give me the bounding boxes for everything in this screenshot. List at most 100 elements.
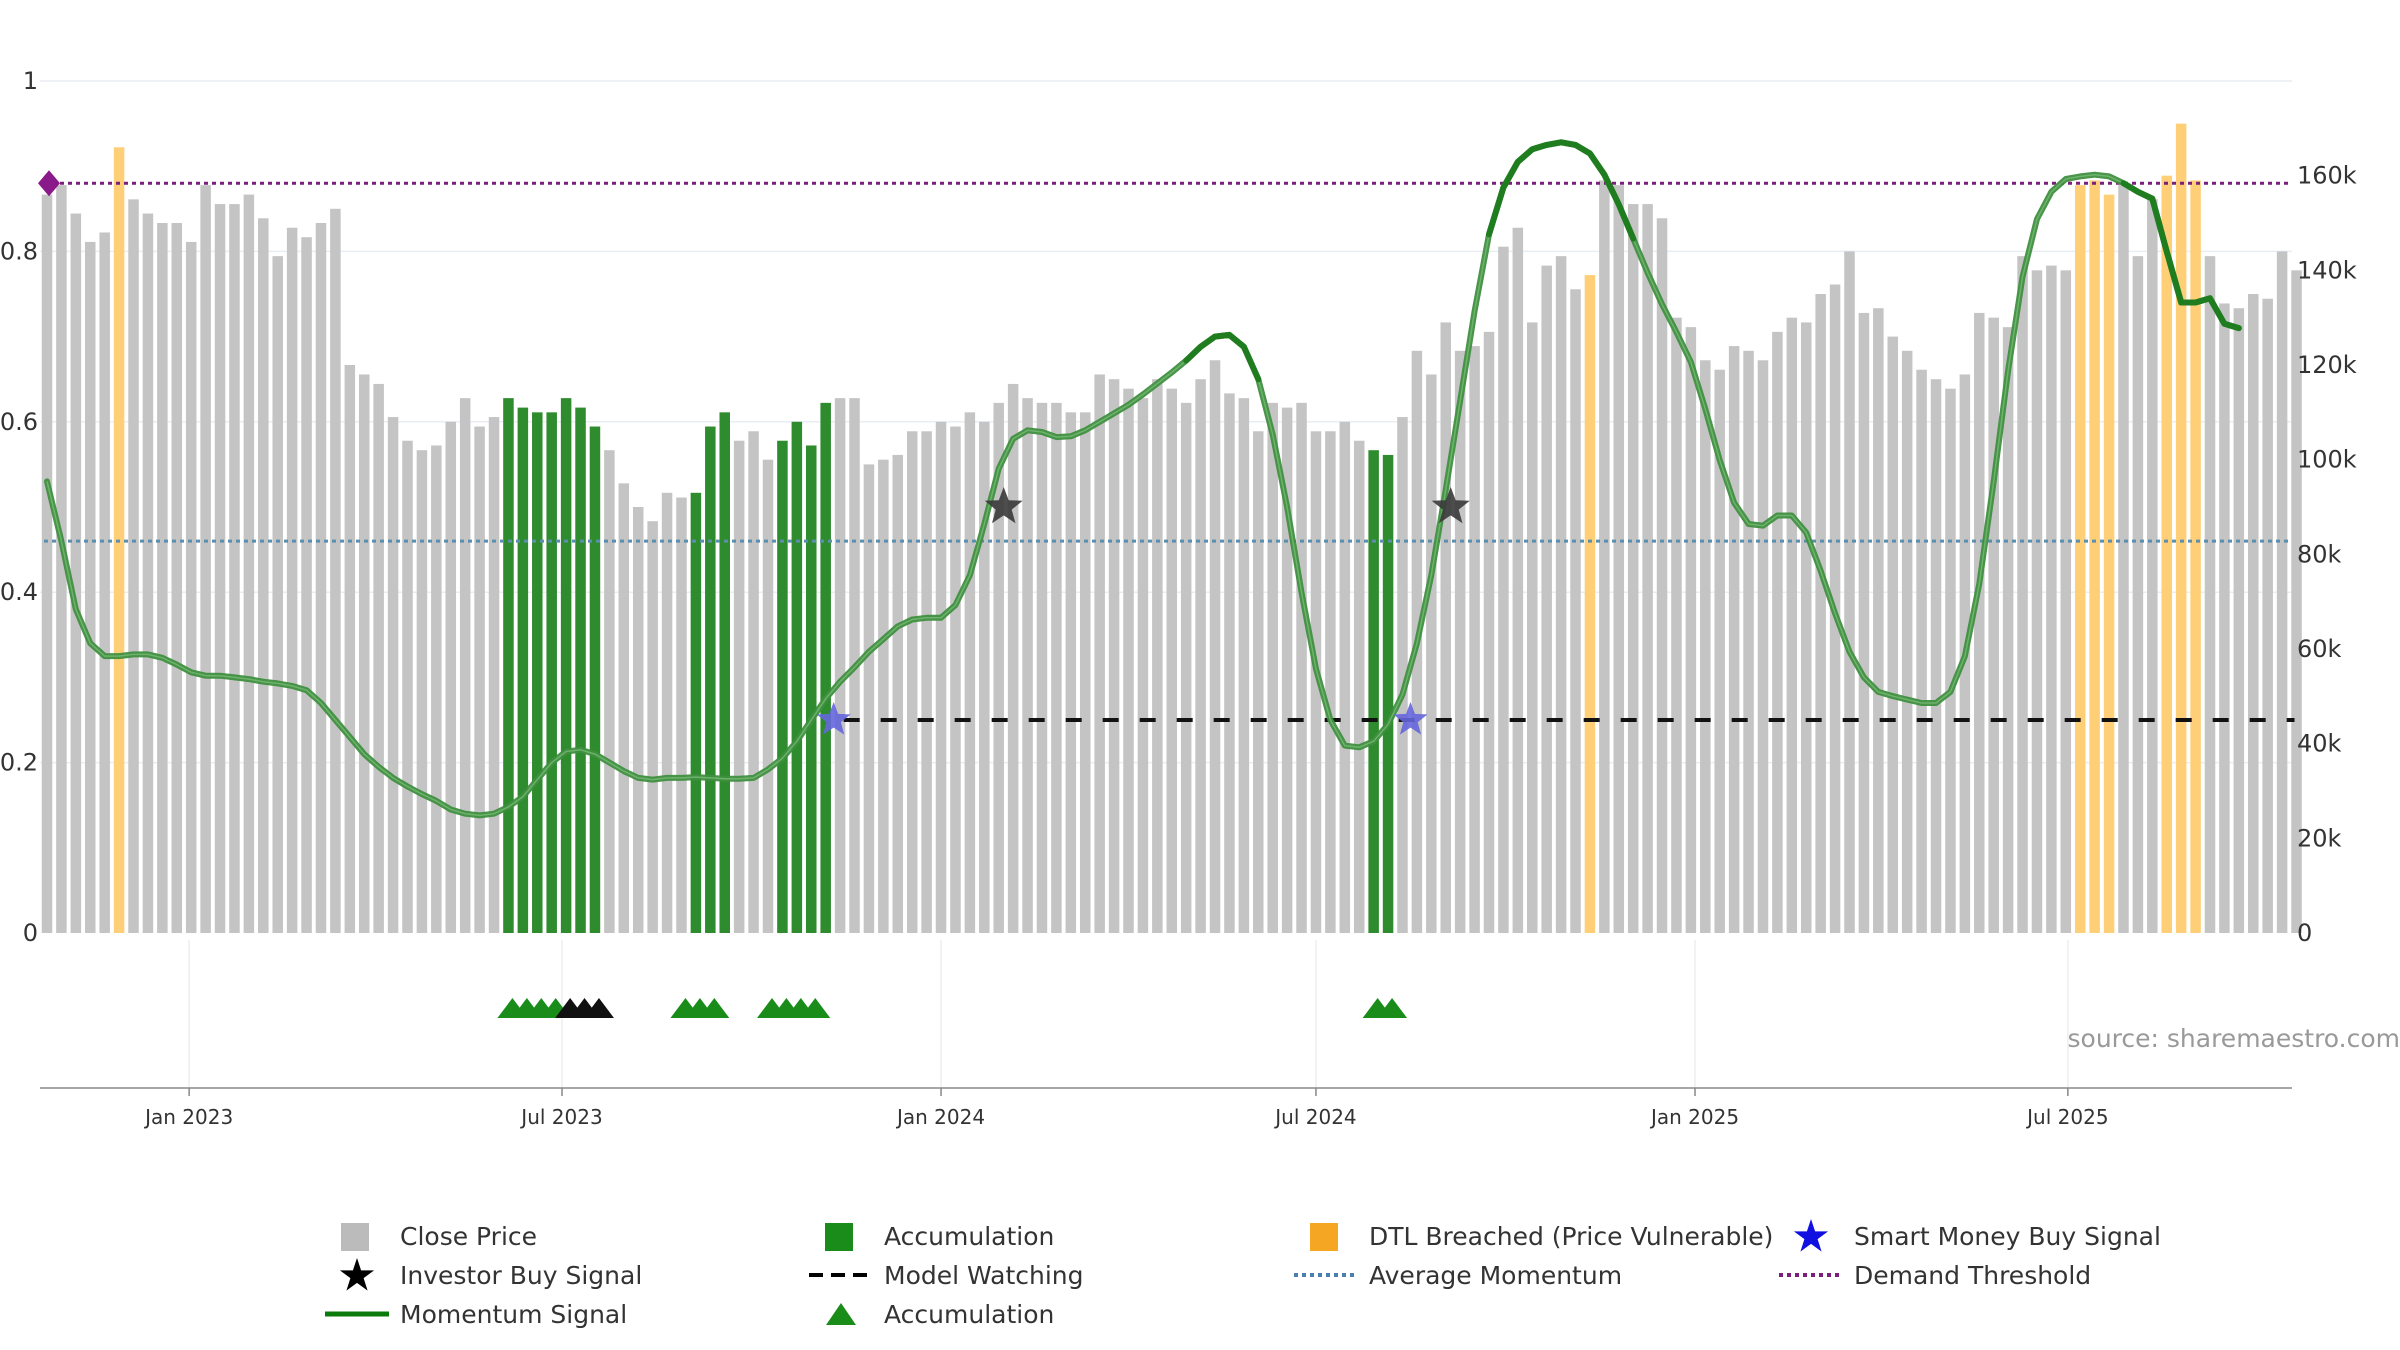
accumulation-bar (532, 412, 543, 933)
close-price-bar (1541, 265, 1552, 934)
close-price-bar (935, 421, 947, 933)
y-right-tick-label: 140k (2297, 256, 2357, 284)
accumulation-bar (503, 398, 514, 934)
close-price-bar (1397, 417, 1408, 934)
close-price-bar (2060, 270, 2072, 933)
close-price-bar (1873, 308, 1884, 933)
close-price-bar (416, 450, 428, 933)
accumulation-bar (589, 426, 601, 933)
close-price-bar (1209, 360, 1221, 933)
dtl-breached-bar (2190, 180, 2201, 933)
close-price-bar (1570, 289, 1581, 933)
accumulation-bar (791, 421, 803, 933)
close-price-bar (1267, 402, 1278, 933)
close-price-bar (2147, 199, 2158, 934)
close-price-bar (387, 417, 399, 934)
momentum-signal-highlight (46, 141, 2240, 817)
close-price-bar (474, 426, 485, 933)
accumulation-bar (690, 492, 702, 933)
close-price-bar (171, 223, 183, 933)
y-left-tick-label: 0.2 (0, 749, 38, 777)
close-price-bar (2031, 270, 2043, 933)
y-right-tick-label: 20k (2297, 824, 2342, 852)
accumulation-bar (719, 412, 730, 933)
close-price-bar (863, 464, 875, 933)
y-left-tick-label: 0.8 (0, 237, 38, 265)
close-price-bar (1498, 246, 1509, 933)
close-price-bar (1887, 336, 1899, 934)
close-price-bar (1007, 383, 1019, 933)
close-price-bar (1123, 388, 1134, 934)
close-price-bar (1656, 218, 1668, 933)
close-price-bar (459, 398, 471, 934)
close-price-bar (185, 241, 197, 933)
close-price-bar (1916, 369, 1927, 933)
close-price-bar (906, 431, 918, 933)
close-price-bar (315, 223, 327, 933)
close-price-bar (1613, 185, 1625, 934)
close-price-bar (748, 431, 759, 933)
accumulation-bar (777, 440, 788, 933)
close-price-bar (200, 185, 211, 934)
close-price-bar (85, 241, 96, 933)
close-price-bar (56, 185, 67, 934)
close-price-bar (258, 218, 269, 933)
close-price-bar (2046, 265, 2057, 934)
close-price-bar (1786, 317, 1798, 934)
close-price-bar (1858, 312, 1870, 933)
y-left-tick-label: 1 (23, 67, 38, 95)
close-price-bar (1108, 379, 1120, 933)
accumulation-bar (517, 407, 529, 934)
close-price-bar (2219, 303, 2230, 933)
close-price-bar (1426, 374, 1437, 933)
close-price-bar (1224, 393, 1235, 933)
close-price-bar (1599, 180, 1610, 933)
close-price-bar (1743, 350, 1754, 933)
close-price-bar (1281, 407, 1293, 934)
close-price-bar (373, 383, 384, 933)
close-price-bar (99, 232, 110, 933)
close-price-bar (964, 412, 976, 933)
close-price-bar (661, 492, 673, 933)
accumulation-bar (560, 398, 572, 934)
dtl-breached-bar (1584, 275, 1596, 934)
close-price-bar (2291, 270, 2302, 933)
close-price-bar (1728, 346, 1740, 934)
demand-threshold-marker (38, 170, 60, 197)
close-price-bar (2204, 256, 2216, 934)
close-price-bar (301, 237, 312, 933)
close-price-bar (618, 483, 630, 933)
close-price-bar (1527, 322, 1538, 933)
close-price-bar (1065, 412, 1077, 933)
close-price-bar (2002, 327, 2014, 934)
close-price-bar (1483, 331, 1495, 933)
close-price-bar (229, 204, 240, 934)
close-price-bar (2118, 185, 2129, 934)
close-price-bar (921, 431, 932, 933)
close-price-bar (1022, 398, 1033, 934)
y-right-tick-label: 40k (2297, 730, 2342, 758)
close-price-bar (1079, 412, 1091, 933)
close-price-bar (1974, 312, 1985, 933)
momentum-signal-strong-segment (1183, 331, 1262, 383)
x-tick-label: Jan 2024 (895, 1105, 985, 1129)
close-price-bar (1685, 327, 1697, 934)
close-price-bar (676, 497, 687, 933)
close-price-bar (1555, 256, 1567, 934)
x-tick-label: Jan 2023 (143, 1105, 233, 1129)
accumulation-bar (575, 407, 586, 934)
close-price-bar (1512, 227, 1524, 933)
close-price-bar (2132, 256, 2144, 934)
y-right-tick-label: 80k (2297, 540, 2342, 568)
close-price-bar (1800, 322, 1812, 933)
close-price-bar (993, 402, 1004, 933)
close-price-bar (1757, 360, 1769, 933)
close-price-bar (142, 213, 154, 934)
close-price-bar (1714, 369, 1725, 933)
dtl-breached-bar (2161, 175, 2172, 933)
dtl-breached-bar (2103, 194, 2115, 934)
accumulation-triangle (699, 998, 730, 1018)
close-price-bar (1137, 398, 1149, 934)
close-price-bar (41, 194, 53, 934)
close-price-bar (1815, 294, 1826, 933)
